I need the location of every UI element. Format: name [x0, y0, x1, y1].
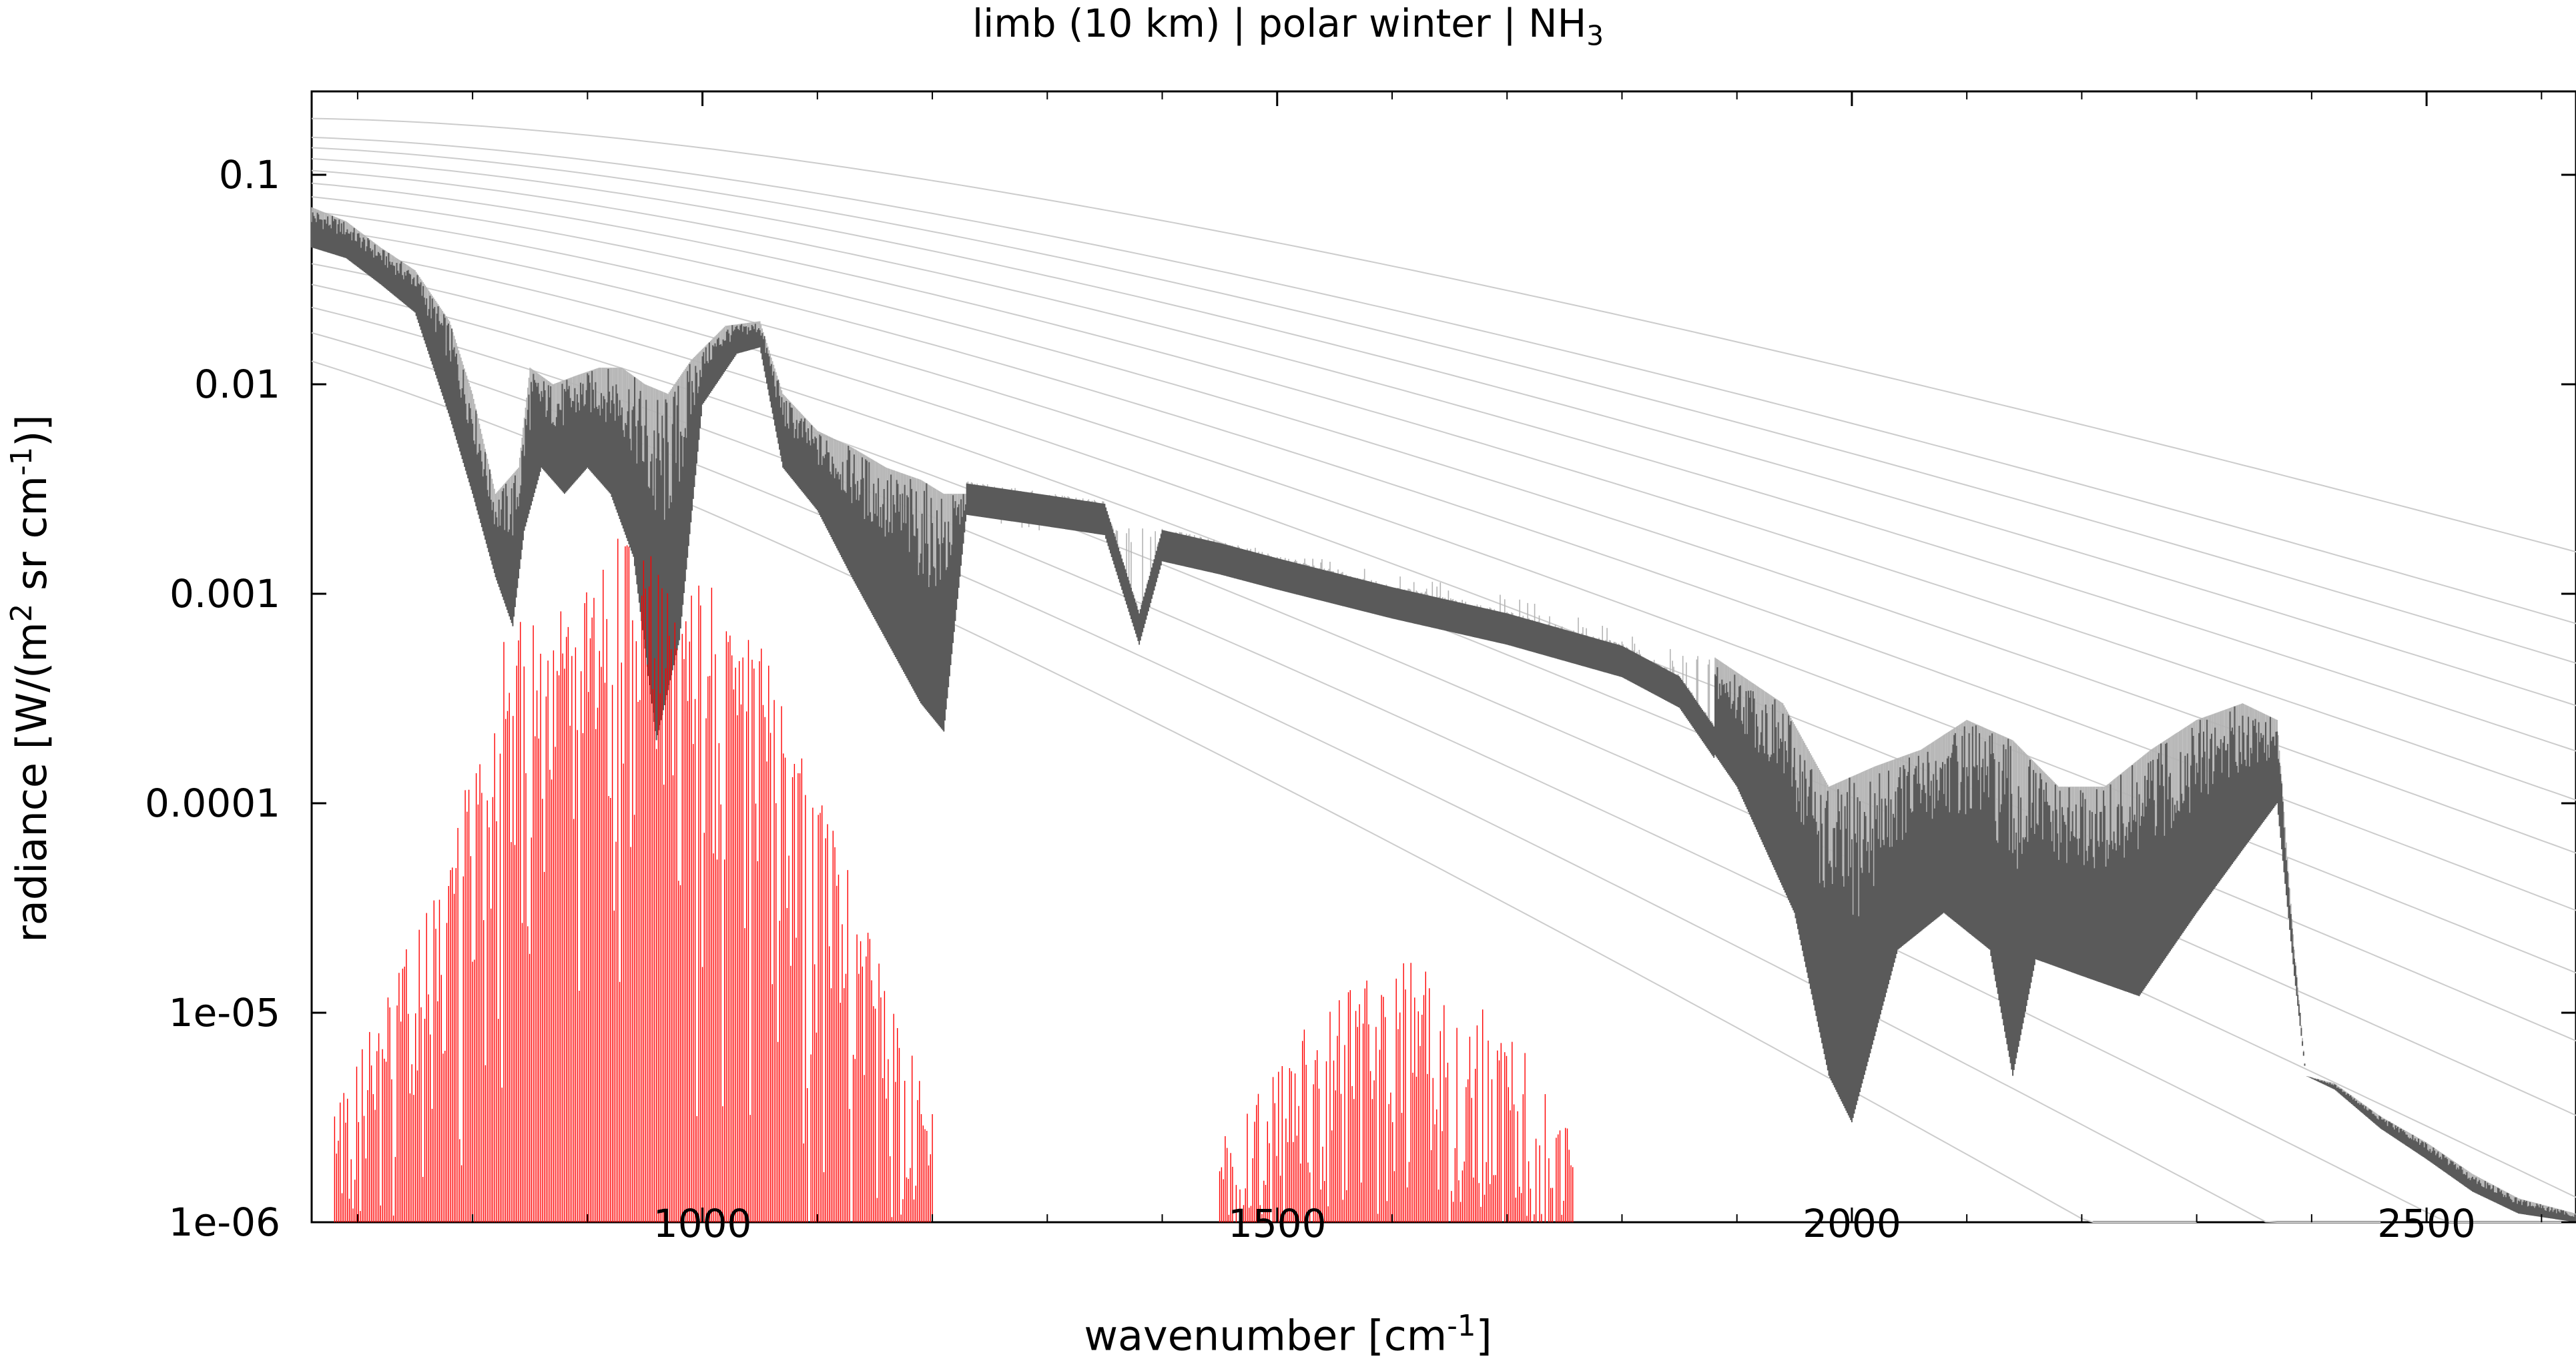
total-radiance-series — [311, 207, 2576, 1222]
chart-title: limb (10 km) | polar winter | NH3 — [972, 1, 1604, 52]
x-tick-label: 1000 — [653, 1201, 752, 1246]
planck-curve-250K — [311, 196, 2576, 854]
nh3-band-2 — [1219, 963, 1574, 1222]
x-tick-label: 2500 — [2377, 1201, 2476, 1246]
y-tick-label: 1e-06 — [168, 1200, 280, 1245]
planck-curve-320K — [311, 117, 2576, 553]
nh3-band-1 — [334, 538, 933, 1222]
y-tick-label: 1e-05 — [168, 989, 280, 1035]
y-tick-label: 0.001 — [169, 570, 280, 616]
planck-curve-260K — [311, 182, 2576, 801]
y-tick-label: 0.0001 — [145, 780, 280, 826]
y-tick-label: 0.01 — [194, 361, 280, 407]
axis-ticks — [312, 91, 2576, 1224]
x-axis-label: wavenumber [cm-1] — [1084, 1310, 1492, 1360]
x-tick-label: 1500 — [1227, 1201, 1327, 1246]
nh3-contribution-series — [334, 538, 1574, 1222]
planck-curve-290K — [311, 147, 2576, 664]
y-axis-label: radiance [W/(m2 sr cm-1)] — [5, 414, 56, 943]
y-tick-label: 0.1 — [218, 151, 280, 197]
x-tick-label: 2000 — [1803, 1201, 1901, 1246]
total-radiance-lower — [311, 212, 2576, 1222]
planck-curve-300K — [311, 136, 2576, 624]
planck-curve-280K — [311, 157, 2576, 707]
planck-curve-270K — [311, 169, 2576, 752]
